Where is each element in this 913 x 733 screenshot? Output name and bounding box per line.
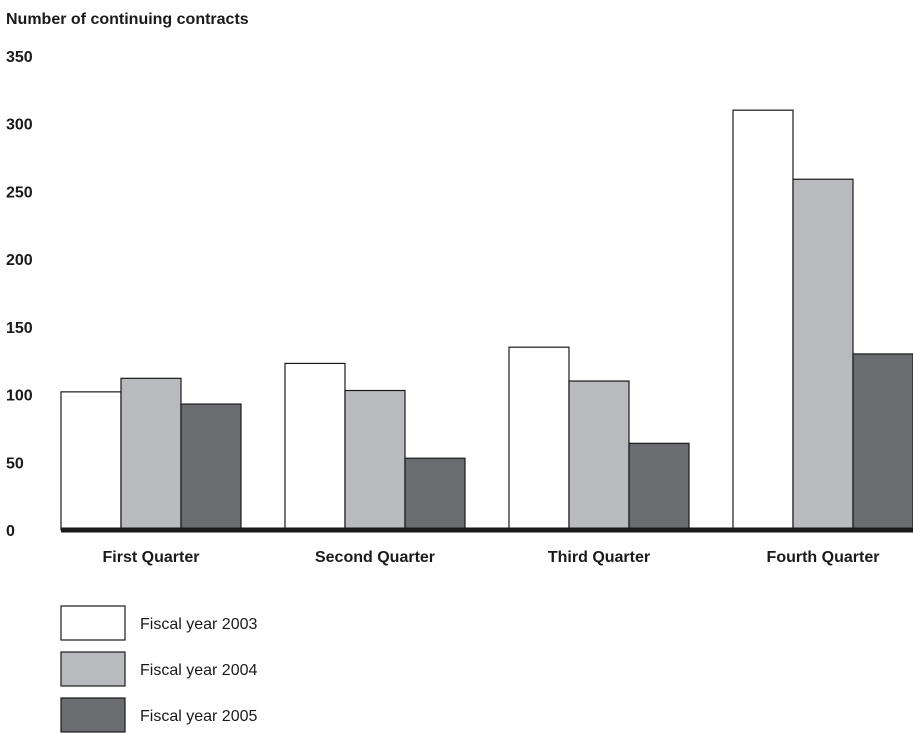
y-tick-label: 300 xyxy=(6,117,33,134)
chart-title: Number of continuing contracts xyxy=(6,11,249,28)
x-category-label: Third Quarter xyxy=(548,549,650,566)
x-category-label: Second Quarter xyxy=(315,549,435,566)
y-tick-label: 0 xyxy=(6,523,15,540)
bar-2-2 xyxy=(344,389,406,531)
legend-label: Fiscal year 2005 xyxy=(140,708,257,725)
y-tick-label: 100 xyxy=(6,388,33,405)
y-tick-label: 150 xyxy=(6,320,33,337)
legend-swatch xyxy=(60,651,126,687)
bar-1-3 xyxy=(508,346,570,531)
legend: Fiscal year 2003 Fiscal year 2004 Fiscal y… xyxy=(60,605,257,733)
bar-3-3 xyxy=(628,442,690,531)
y-tick-label: 200 xyxy=(6,252,33,269)
bar-1-4 xyxy=(732,109,794,531)
bar-2-1 xyxy=(120,377,182,531)
legend-swatch xyxy=(60,605,126,641)
x-axis-labels: First Quarter Second Quarter Third Quarter… xyxy=(103,549,880,566)
y-tick-label: 50 xyxy=(6,455,24,472)
bar-1-1 xyxy=(60,391,122,531)
legend-label: Fiscal year 2003 xyxy=(140,616,257,633)
bar-2-4 xyxy=(792,178,854,531)
bar-3-2 xyxy=(404,457,466,531)
legend-swatch xyxy=(60,697,126,733)
bar-2-3 xyxy=(568,380,630,531)
legend-label: Fiscal year 2004 xyxy=(140,662,257,679)
x-category-label: First Quarter xyxy=(103,549,200,566)
y-tick-label: 350 xyxy=(6,49,33,66)
y-axis-ticks: 0 50 100 150 200 250 300 350 xyxy=(6,49,33,540)
x-category-label: Fourth Quarter xyxy=(767,549,880,566)
bar-1-2 xyxy=(284,362,346,531)
bars-group xyxy=(60,109,913,531)
bar-3-4 xyxy=(852,353,913,531)
bar-3-1 xyxy=(180,403,242,531)
y-tick-label: 250 xyxy=(6,184,33,201)
